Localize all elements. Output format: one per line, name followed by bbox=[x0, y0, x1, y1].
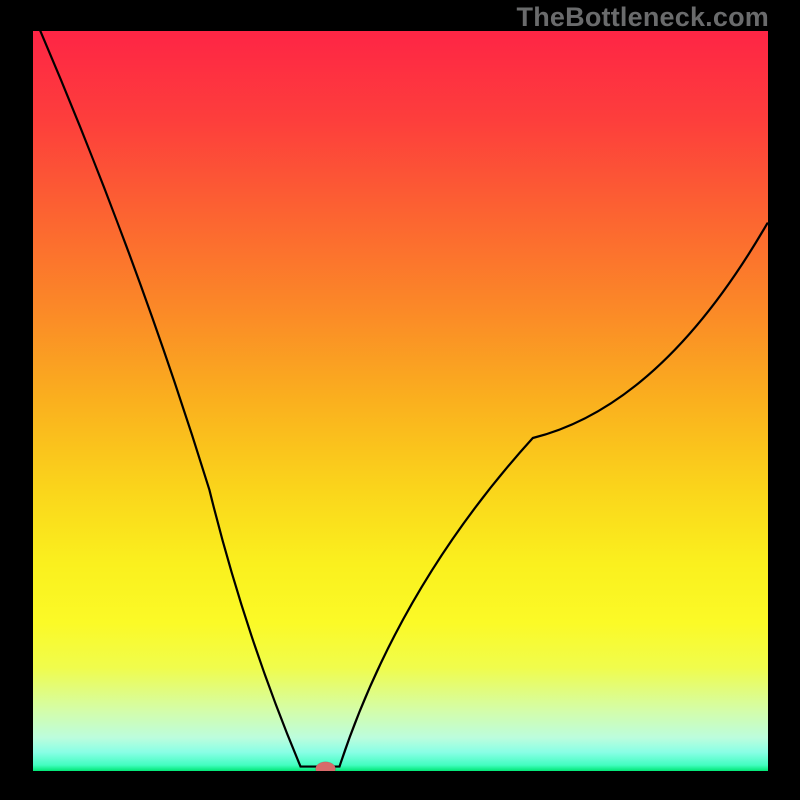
plot-svg bbox=[33, 31, 768, 771]
chart-container: TheBottleneck.com bbox=[0, 0, 800, 800]
gradient-background bbox=[33, 31, 768, 771]
plot-area bbox=[33, 31, 768, 771]
watermark-text: TheBottleneck.com bbox=[517, 2, 769, 33]
